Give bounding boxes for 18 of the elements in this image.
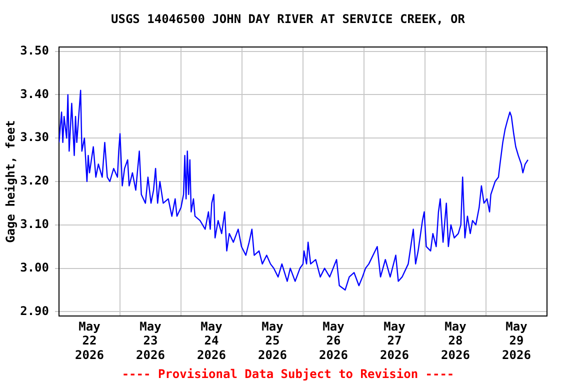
x-tick-label: May 24 2026 xyxy=(197,319,226,362)
y-axis-title: Gage height, feet xyxy=(3,120,18,243)
text: ---- Provisional Data Subject to Revision ---- xyxy=(122,367,454,382)
x-tick-label: May 27 2026 xyxy=(380,319,409,362)
y-tick-label: 3.50 xyxy=(20,43,49,58)
y-tick-label: 3.20 xyxy=(20,174,49,188)
x-tick-label: May 25 2026 xyxy=(258,319,287,362)
y-tick-label: 3.00 xyxy=(20,260,49,274)
x-tick-label: May 28 2026 xyxy=(441,319,470,362)
y-tick-label: 3.30 xyxy=(20,130,49,144)
y-tick-label: 2.90 xyxy=(20,304,49,318)
x-tick-label: May 26 2026 xyxy=(319,319,348,362)
x-tick-label: May 29 2026 xyxy=(502,319,531,362)
y-tick-label: 3.10 xyxy=(20,217,49,232)
x-tick-label: May 22 2026 xyxy=(75,319,104,362)
chart-title: USGS 14046500 JOHN DAY RIVER AT SERVICE CREEK, OR xyxy=(110,12,466,26)
y-tick-label: 3.40 xyxy=(20,86,49,101)
x-tick-label: May 23 2026 xyxy=(136,319,165,362)
